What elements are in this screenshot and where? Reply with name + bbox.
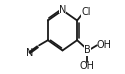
Text: OH: OH xyxy=(80,61,95,71)
FancyBboxPatch shape xyxy=(27,50,32,55)
Text: Cl: Cl xyxy=(81,7,91,17)
Text: N: N xyxy=(26,48,33,58)
FancyBboxPatch shape xyxy=(59,7,66,13)
Text: B: B xyxy=(84,45,91,55)
Text: N: N xyxy=(59,5,66,15)
Text: OH: OH xyxy=(97,40,112,50)
